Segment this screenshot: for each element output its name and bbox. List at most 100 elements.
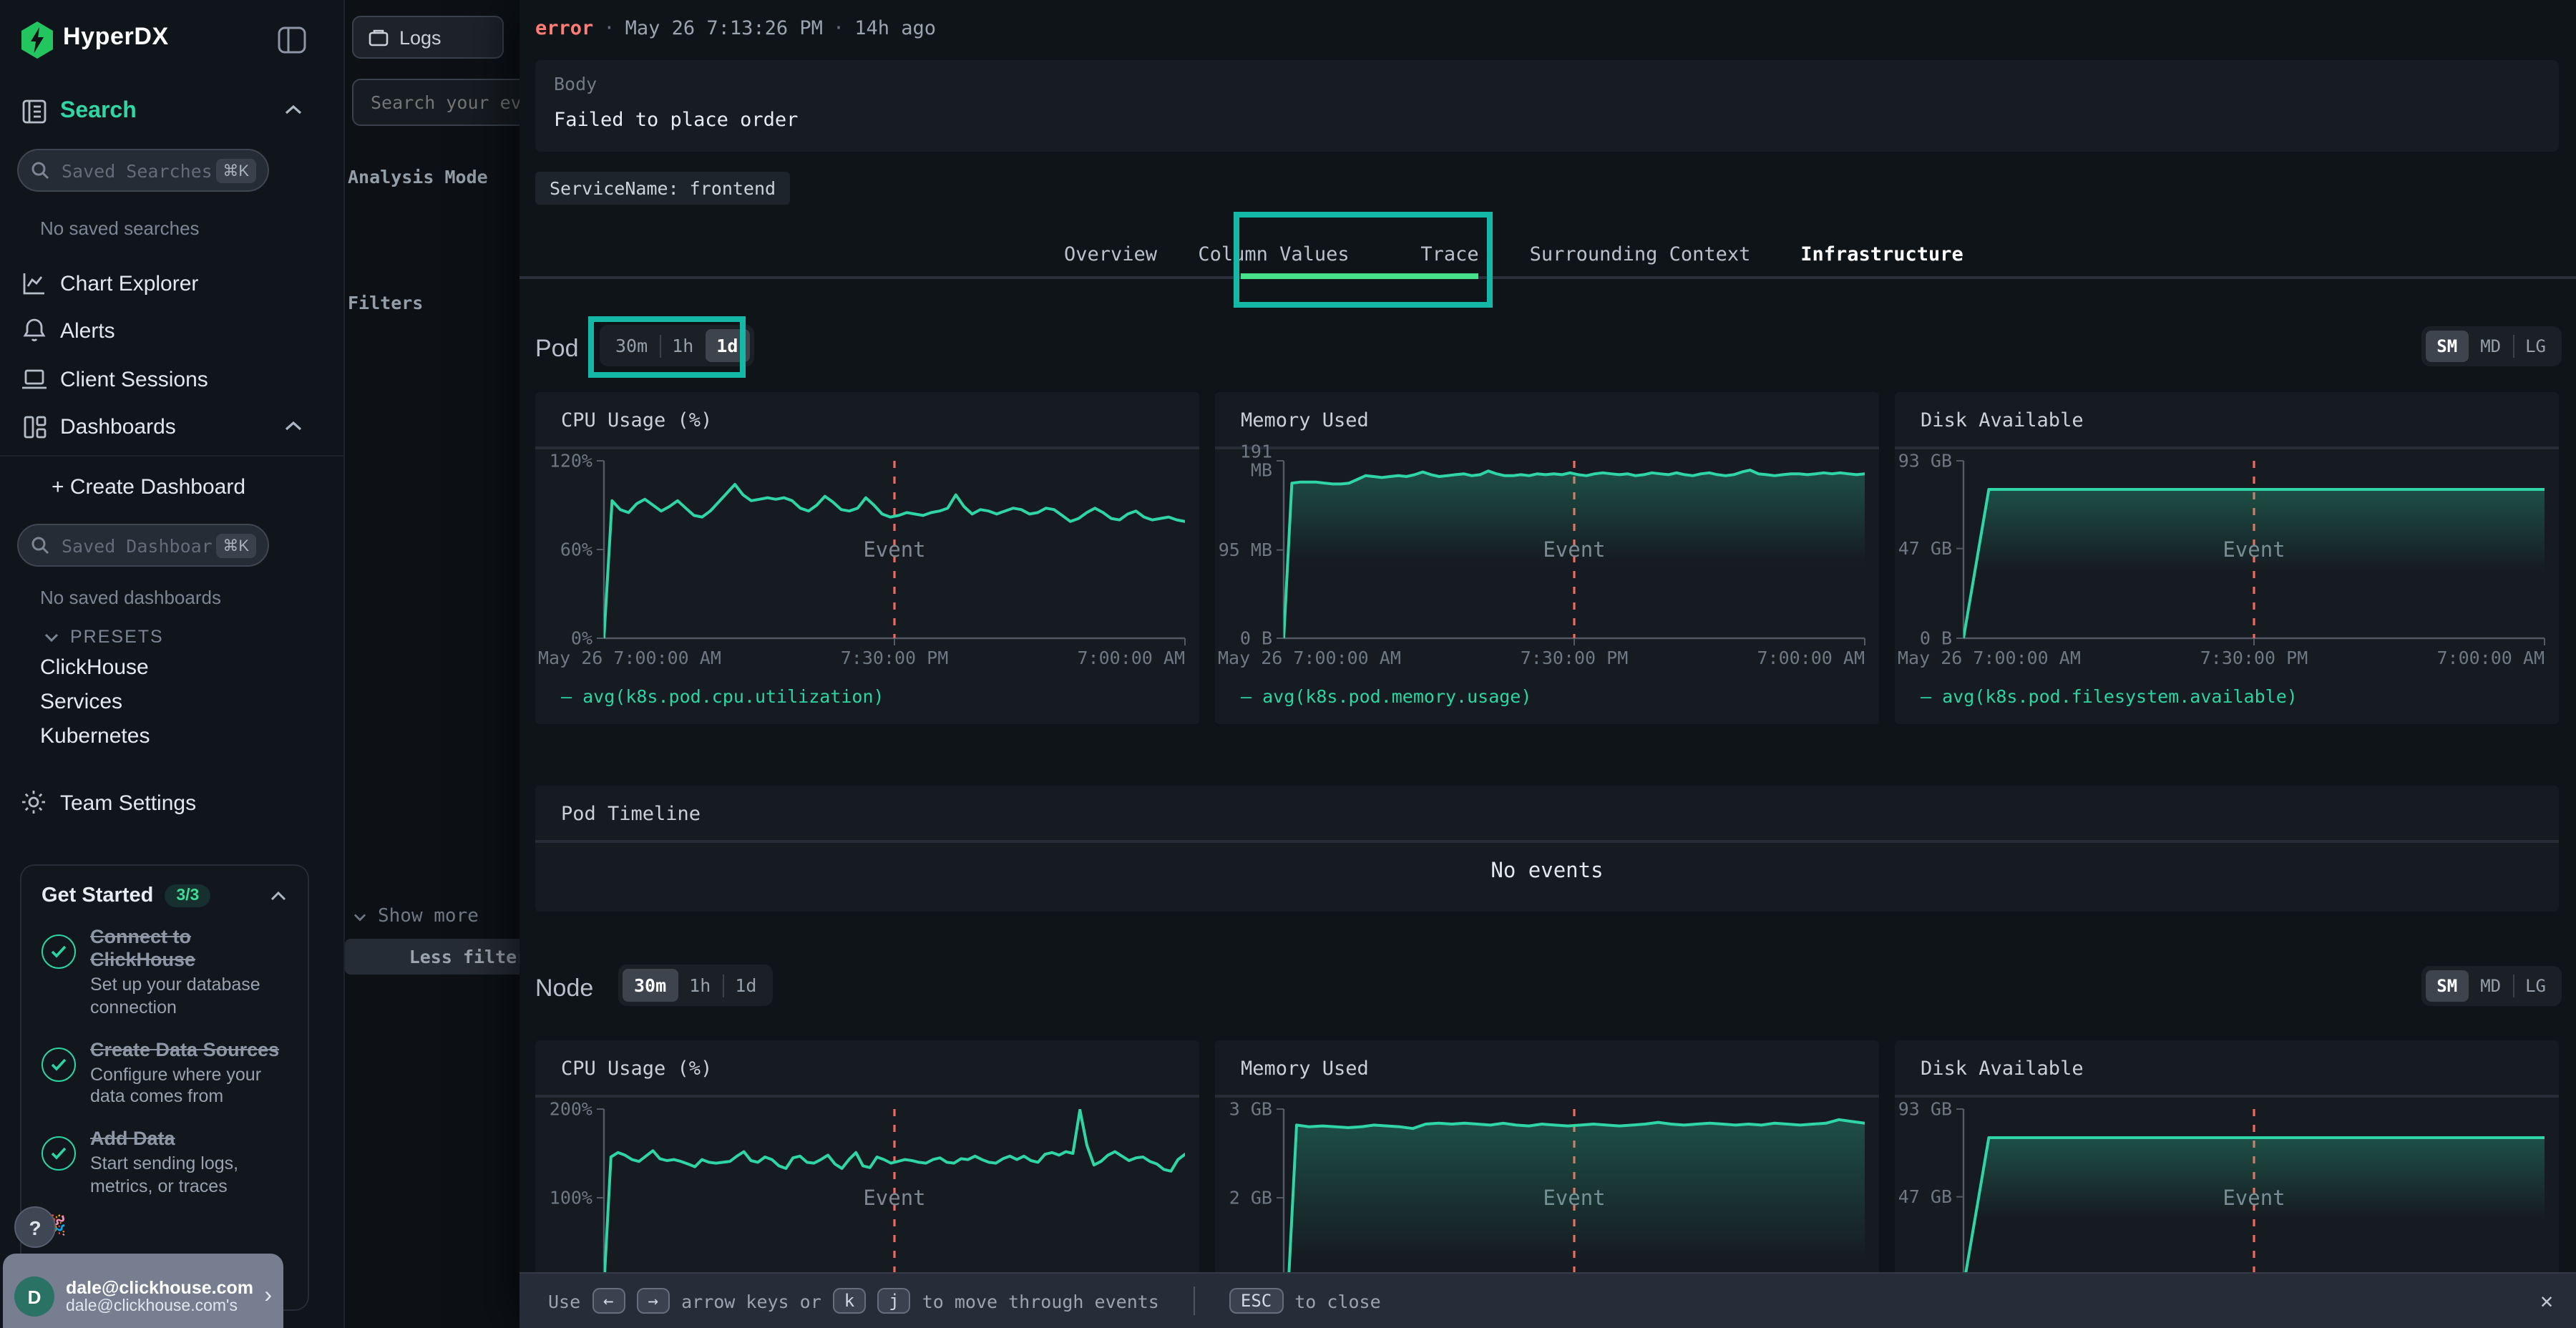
sidebar-item-team-settings[interactable]: Team Settings <box>60 791 196 816</box>
source-selector-button[interactable]: Logs <box>352 16 504 59</box>
no-saved-searches-text: No saved searches <box>40 218 200 239</box>
size-md[interactable]: MD <box>2469 331 2512 362</box>
chevron-up-icon[interactable] <box>283 419 303 434</box>
sidebar-item-chart-explorer[interactable]: Chart Explorer <box>60 272 198 296</box>
event-search-input[interactable] <box>352 79 519 126</box>
svg-text:0 B: 0 B <box>1240 628 1272 649</box>
event-header: error·May 26 7:13:26 PM·14h ago <box>535 17 936 40</box>
annotation-highlight-toggle <box>588 316 746 378</box>
get-started-item[interactable]: Create Data Sources Configure where your… <box>42 1038 288 1109</box>
svg-text:200%: 200% <box>550 1099 592 1120</box>
get-started-item-title: Add Data <box>90 1128 288 1151</box>
svg-text:191: 191 <box>1240 441 1272 462</box>
legend-swatch: — <box>1241 685 1252 707</box>
user-org: dale@clickhouse.com's <box>66 1298 253 1315</box>
svg-text:7:00:00 AM: 7:00:00 AM <box>1757 648 1865 668</box>
check-circle-icon <box>42 1136 76 1171</box>
svg-text:60%: 60% <box>560 540 592 560</box>
user-account-button[interactable]: D dale@clickhouse.com dale@clickhouse.co… <box>3 1254 283 1328</box>
preset-kubernetes[interactable]: Kubernetes <box>40 724 150 748</box>
tab-surrounding-context[interactable]: Surrounding Context <box>1530 243 1751 266</box>
get-started-item[interactable]: Add Data Start sending logs, metrics, or… <box>42 1128 288 1198</box>
user-email: dale@clickhouse.com <box>66 1278 253 1298</box>
size-sm-selected[interactable]: SM <box>2425 970 2469 1002</box>
left-arrow-keycap: ← <box>592 1288 625 1314</box>
segment-divider <box>2512 335 2514 358</box>
chevron-down-icon <box>352 911 368 922</box>
pod-timeline-panel: Pod Timeline No events <box>535 786 2559 912</box>
saved-dashboards-input[interactable]: ⌘K <box>17 524 269 567</box>
saved-searches-input[interactable]: ⌘K <box>17 149 269 192</box>
show-more-button[interactable]: Show more <box>352 906 479 927</box>
range-1h[interactable]: 1h <box>678 969 722 1002</box>
preset-services[interactable]: Services <box>40 690 122 714</box>
panel-divider <box>1215 446 1879 449</box>
alerts-bell-icon <box>21 316 47 345</box>
svg-text:MB: MB <box>1251 460 1272 481</box>
sidebar-item-client-sessions[interactable]: Client Sessions <box>60 368 208 392</box>
annotation-highlight-tab <box>1234 212 1493 308</box>
chart-panel-pod-memory: Memory Used 191MB95 MB0 BMay 26 7:00:00 … <box>1215 392 1879 724</box>
svg-text:93 GB: 93 GB <box>1898 1099 1952 1120</box>
get-started-item-title: Create Data Sources <box>90 1038 288 1061</box>
no-events-text: No events <box>535 860 2559 883</box>
chevron-up-icon[interactable] <box>269 889 288 902</box>
chart-panel-pod-cpu: CPU Usage (%) 120%60%0%May 26 7:00:00 AM… <box>535 392 1199 724</box>
size-lg[interactable]: LG <box>2514 331 2557 362</box>
presets-toggle[interactable]: PRESETS <box>43 627 164 647</box>
pod-disk-chart: 93 GB47 GB0 BMay 26 7:00:00 AM7:30:00 PM… <box>1895 449 2559 675</box>
get-started-item-subtitle: Start sending logs, metrics, or traces <box>90 1154 288 1199</box>
svg-text:7:00:00 AM: 7:00:00 AM <box>2436 648 2545 668</box>
service-name-tag[interactable]: ServiceName: frontend <box>535 172 790 205</box>
saved-dashboards-field[interactable] <box>59 533 215 557</box>
saved-searches-field[interactable] <box>59 158 215 182</box>
chart-title: Memory Used <box>1241 1058 1369 1080</box>
tabs-divider <box>519 276 2576 279</box>
hyperdx-logo-icon <box>20 21 54 59</box>
sidebar-item-dashboards[interactable]: Dashboards <box>60 415 176 439</box>
svg-text:7:30:00 PM: 7:30:00 PM <box>2200 648 2308 668</box>
range-1d[interactable]: 1d <box>723 969 768 1002</box>
sidebar-item-alerts[interactable]: Alerts <box>60 319 115 343</box>
chart-title: CPU Usage (%) <box>561 1058 712 1080</box>
chart-legend: — avg(k8s.pod.filesystem.available) <box>1921 685 2298 707</box>
create-dashboard-button[interactable]: + Create Dashboard <box>52 475 245 499</box>
chart-panel-pod-disk: Disk Available 93 GB47 GB0 BMay 26 7:00:… <box>1895 392 2559 724</box>
chart-explorer-icon <box>20 269 49 298</box>
search-controls-column: Logs Analysis Mode Results Table Event P… <box>343 0 519 1328</box>
hint-move: to move through events <box>922 1290 1159 1312</box>
body-value: Failed to place order <box>554 109 798 132</box>
range-30m-selected[interactable]: 30m <box>623 969 678 1002</box>
preset-clickhouse[interactable]: ClickHouse <box>40 655 149 680</box>
chart-title: Disk Available <box>1921 1058 2084 1080</box>
legend-swatch: — <box>1921 685 1931 707</box>
close-icon[interactable]: ✕ <box>2540 1288 2553 1314</box>
size-md[interactable]: MD <box>2469 970 2512 1002</box>
svg-text:0 B: 0 B <box>1920 628 1952 649</box>
collapse-sidebar-icon[interactable] <box>276 24 308 56</box>
chevron-up-icon[interactable] <box>283 103 303 117</box>
get-started-item[interactable]: Connect to ClickHouse Set up your databa… <box>42 926 288 1020</box>
j-keycap: j <box>877 1288 910 1314</box>
help-button[interactable]: ? <box>14 1206 56 1248</box>
less-filters-button[interactable]: Less filters <box>345 939 519 975</box>
svg-text:95 MB: 95 MB <box>1219 540 1272 560</box>
size-sm-selected[interactable]: SM <box>2425 331 2469 362</box>
source-selector-label: Logs <box>399 26 441 48</box>
svg-text:7:00:00 AM: 7:00:00 AM <box>1077 648 1185 668</box>
get-started-item-title: Connect to ClickHouse <box>90 926 288 972</box>
chart-title: Memory Used <box>1241 409 1369 432</box>
size-lg[interactable]: LG <box>2514 970 2557 1002</box>
shortcut-badge: ⌘K <box>215 158 256 182</box>
hyperdx-app: HyperDX Search ⌘K No saved searches Char… <box>0 0 2576 1328</box>
event-age: 14h ago <box>854 17 936 40</box>
hint-close: to close <box>1294 1290 1380 1312</box>
tab-overview[interactable]: Overview <box>1064 243 1157 266</box>
no-saved-dashboards-text: No saved dashboards <box>40 587 221 608</box>
event-search-field[interactable] <box>368 90 519 114</box>
get-started-item-partial: 🎉 <box>42 1213 288 1237</box>
tab-infrastructure[interactable]: Infrastructure <box>1800 243 1963 266</box>
sidebar-item-search[interactable]: Search <box>60 99 137 125</box>
svg-text:Event: Event <box>863 1186 925 1210</box>
panel-divider <box>1215 1095 1879 1097</box>
